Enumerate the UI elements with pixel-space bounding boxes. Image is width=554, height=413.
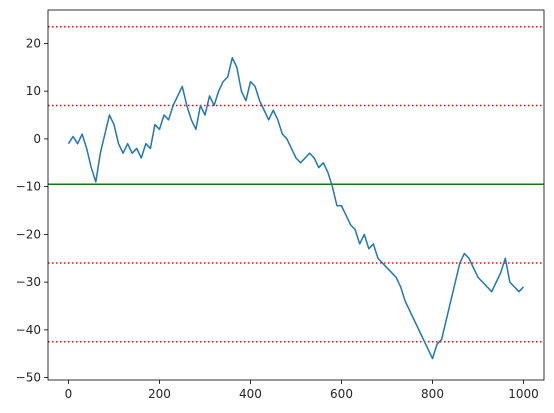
x-tick-label: 1000: [508, 387, 539, 401]
x-tick-label: 0: [65, 387, 73, 401]
y-tick-label: −30: [16, 275, 41, 289]
x-tick-label: 600: [330, 387, 353, 401]
y-tick-label: −10: [16, 180, 41, 194]
series-layer: [67, 56, 525, 360]
y-tick-label: 10: [26, 84, 41, 98]
reference-lines: [48, 25, 544, 343]
y-tick-label: −50: [16, 371, 41, 385]
x-tick-label: 800: [421, 387, 444, 401]
plot-frame: [47, 9, 545, 381]
y-tick-label: 20: [26, 36, 41, 50]
y-tick-label: 0: [33, 132, 41, 146]
y-axis-ticks: 20 10 0 −10 −20 −30 −40 −50: [16, 36, 48, 385]
y-tick-label: −40: [16, 323, 41, 337]
x-tick-label: 400: [239, 387, 262, 401]
y-tick-label: −20: [16, 227, 41, 241]
series-line-0: [67, 56, 525, 360]
x-tick-label: 200: [148, 387, 171, 401]
x-axis-ticks: 0 200 400 600 800 1000: [65, 380, 539, 401]
